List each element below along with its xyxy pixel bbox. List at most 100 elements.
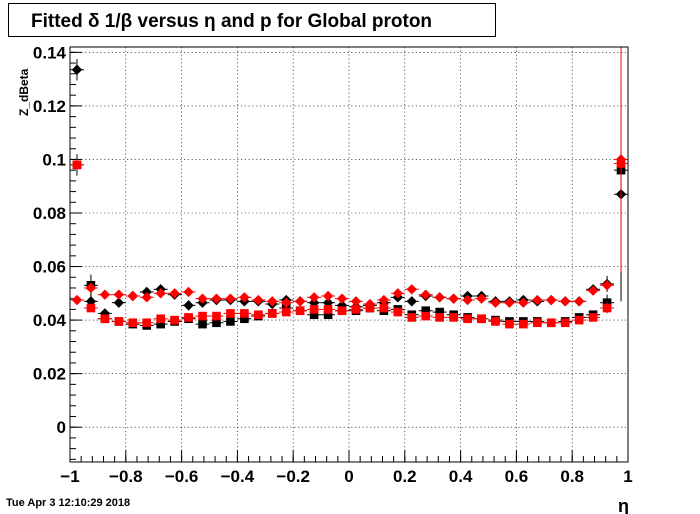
data-point-diamond	[113, 297, 125, 308]
series-2-diamond	[70, 47, 628, 310]
data-point-diamond	[141, 286, 152, 298]
data-point-diamond	[490, 297, 501, 308]
y-tick-label: 0.14	[33, 43, 67, 62]
data-point-diamond	[350, 296, 362, 307]
data-point-square	[463, 314, 472, 324]
data-point-diamond	[183, 300, 194, 311]
data-point-square	[379, 303, 389, 313]
data-point-square	[212, 311, 221, 321]
y-tick-label: 0	[57, 418, 66, 437]
data-point-square	[226, 309, 235, 318]
data-series	[70, 47, 628, 330]
data-point-square	[156, 314, 165, 324]
data-point-square	[114, 317, 124, 326]
x-tick-label: 0	[344, 467, 353, 486]
data-point-diamond	[99, 289, 111, 300]
data-point-square	[240, 314, 249, 324]
data-point-square	[142, 318, 152, 328]
y-tick-label: 0.02	[33, 365, 66, 384]
data-point-diamond	[253, 294, 264, 306]
data-point-square	[254, 310, 263, 320]
x-tick-label: −0.2	[276, 467, 310, 486]
x-tick-label: −0.6	[165, 467, 199, 486]
data-point-diamond	[518, 297, 529, 308]
data-point-square	[351, 305, 361, 314]
data-point-square	[309, 305, 319, 314]
data-point-diamond	[183, 286, 194, 298]
data-point-square	[281, 307, 291, 317]
grid-lines	[69, 47, 629, 462]
data-point-diamond	[504, 297, 515, 308]
y-tick-label: 0.04	[33, 311, 67, 330]
data-point-square	[560, 318, 570, 328]
data-point-square	[267, 309, 277, 318]
data-point-square	[309, 310, 319, 320]
data-point-square	[72, 160, 82, 170]
tick-labels: −1 −0.8 −0.6 −0.4 −0.2 0 0.2 0.4 0.6 0.8 1 0 0.02 0.0…	[33, 43, 633, 486]
data-point-square	[435, 313, 444, 322]
data-point-diamond	[113, 289, 125, 300]
data-point-diamond	[71, 64, 83, 75]
data-point-square	[86, 303, 96, 313]
y-tick-label: 0.12	[33, 97, 66, 116]
data-point-diamond	[141, 292, 152, 303]
data-point-diamond	[406, 296, 417, 307]
data-point-square	[616, 159, 626, 168]
data-point-diamond	[392, 288, 404, 299]
data-point-square	[156, 319, 165, 329]
x-tick-label: −0.8	[109, 467, 143, 486]
title-box: Fitted δ 1/β versus η and p for Global p…	[8, 3, 496, 37]
data-point-square	[421, 306, 431, 316]
data-point-diamond	[434, 292, 445, 303]
data-point-square	[449, 313, 458, 322]
data-point-square	[602, 303, 612, 313]
data-point-square	[198, 311, 207, 321]
data-point-square	[212, 318, 221, 328]
x-tick-label: 0.6	[505, 467, 529, 486]
data-point-square	[128, 318, 138, 328]
data-point-diamond	[322, 290, 334, 302]
data-point-diamond	[448, 293, 459, 304]
data-point-square	[100, 314, 110, 324]
y-tick-label: 0.1	[42, 150, 66, 169]
data-point-square	[337, 306, 347, 316]
data-point-diamond	[85, 282, 97, 294]
data-point-square	[519, 319, 528, 329]
data-point-diamond	[532, 294, 543, 306]
chart-title: Fitted δ 1/β versus η and p for Global p…	[31, 11, 433, 32]
plot-frame	[69, 46, 629, 463]
data-point-square	[184, 313, 193, 322]
data-point-diamond	[462, 294, 473, 306]
data-point-square	[365, 303, 375, 313]
data-point-square	[477, 314, 486, 324]
data-point-square	[393, 307, 403, 317]
data-point-square	[323, 310, 333, 320]
data-point-diamond	[560, 296, 571, 307]
data-point-diamond	[71, 294, 83, 306]
data-point-square	[198, 319, 207, 329]
data-point-square	[323, 305, 333, 314]
data-point-square	[588, 313, 598, 322]
data-point-square	[421, 311, 431, 321]
data-point-square	[546, 318, 556, 328]
data-point-diamond	[211, 293, 222, 304]
data-point-square	[533, 318, 542, 328]
x-tick-label: −1	[60, 467, 79, 486]
data-point-square	[505, 319, 514, 329]
data-point-square	[435, 307, 444, 317]
data-point-diamond	[573, 296, 585, 307]
data-point-diamond	[127, 290, 138, 302]
data-point-diamond	[476, 293, 487, 304]
data-point-diamond	[420, 289, 431, 300]
x-tick-label: 0.2	[393, 467, 417, 486]
data-point-diamond	[587, 285, 599, 296]
data-point-square	[407, 313, 417, 322]
data-point-diamond	[336, 293, 348, 304]
x-tick-label: 0.4	[449, 467, 473, 486]
data-point-square	[295, 306, 305, 316]
data-point-diamond	[601, 280, 613, 291]
data-point-square	[226, 317, 235, 326]
data-point-diamond	[546, 294, 557, 306]
data-point-diamond	[267, 296, 278, 307]
